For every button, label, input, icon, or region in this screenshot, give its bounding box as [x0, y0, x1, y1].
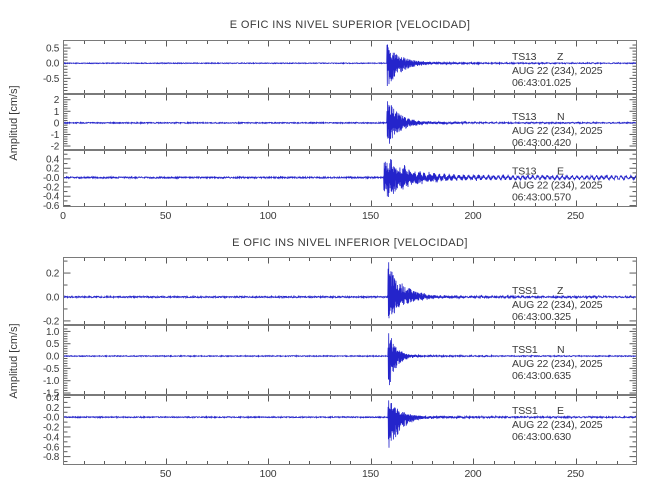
- component-label: N: [557, 344, 564, 356]
- y-tick-label: 2: [54, 95, 60, 106]
- axis-ticks: [64, 396, 636, 464]
- waveform-path: [64, 262, 636, 319]
- x-tick-label: 250: [567, 468, 584, 480]
- y-tick-label: -2: [51, 142, 60, 153]
- y-tick-label: 0.5: [46, 339, 60, 350]
- y-tick-label: -1.5: [43, 389, 60, 400]
- y-tick-label: -0.5: [43, 74, 60, 85]
- axis-ticks: [64, 151, 636, 207]
- y-tick-label: -1.0: [43, 376, 60, 387]
- station-label: TSS1: [512, 405, 538, 417]
- y-tick-label: 1: [54, 107, 60, 118]
- trace-plot-tss1-z: 0.2 0.0 -0.2 TSS1 Z AUG 22 (234), 202506:43:0…: [43, 257, 637, 327]
- x-tick-label: 50: [160, 468, 172, 480]
- y-tick-label: 0.0: [46, 59, 60, 70]
- component-label: E: [557, 405, 564, 417]
- station-label: TS13: [512, 51, 537, 63]
- x-tick-label: 250: [567, 210, 584, 222]
- x-axis-labels: 0 50 100 150 200 250: [60, 210, 584, 222]
- y-tick-label: 0.0: [46, 352, 60, 363]
- plot-frame: [63, 40, 637, 94]
- time-label: 06:43:00.420: [512, 137, 571, 149]
- station-label: TSS1: [512, 344, 538, 356]
- waveform-path: [64, 44, 636, 87]
- time-label: 06:43:00.635: [512, 370, 571, 382]
- y-tick-label: -0.5: [43, 364, 60, 375]
- date-label: AUG 22 (234), 2025: [512, 299, 603, 311]
- station-label: TS13: [512, 166, 537, 178]
- trace-plot-tss1-n: 1.00.5 0.0-0.5-1.0 -1.5 TSS1 N AUG 22 (234), …: [43, 325, 637, 400]
- y-tick-label: 1.0: [46, 327, 60, 338]
- time-label: 06:43:00.325: [512, 311, 571, 323]
- y-tick-label: -0.0: [43, 413, 60, 424]
- y-tick-label: -0.0: [43, 173, 60, 184]
- y-tick-label: -0.4: [43, 432, 60, 443]
- trace-plot-tss1-e: 0.40.2-0.0-0.2-0.4-0.6-0.8 TSS1 E AUG 22 (2…: [43, 393, 637, 465]
- y-tick-label: 0.4: [46, 154, 60, 165]
- figure-title-inferior: E OFIC INS NIVEL INFERIOR [VELOCIDAD]: [232, 237, 468, 249]
- date-label: AUG 22 (234), 2025: [512, 358, 603, 370]
- plot-frame: [63, 150, 637, 207]
- axis-ticks: [64, 258, 636, 324]
- y-tick-label: 0.2: [46, 164, 60, 175]
- component-label: Z: [557, 51, 564, 63]
- y-tick-label: -0.2: [43, 182, 60, 193]
- date-label: AUG 22 (234), 2025: [512, 419, 603, 431]
- y-tick-label: -0.8: [43, 452, 60, 463]
- x-tick-label: 150: [362, 210, 379, 222]
- time-label: 06:43:00.570: [512, 192, 571, 204]
- y-tick-label: -0.2: [43, 423, 60, 434]
- figure-title-superior: E OFIC INS NIVEL SUPERIOR [VELOCIDAD]: [229, 19, 471, 31]
- y-tick-label: -0.2: [43, 316, 60, 327]
- waveform-path: [64, 333, 636, 386]
- plot-frame: [63, 325, 637, 395]
- component-label: Z: [557, 285, 564, 297]
- component-label: N: [557, 111, 564, 123]
- plot-frame: [63, 257, 637, 325]
- date-label: AUG 22 (234), 2025: [512, 125, 603, 137]
- x-tick-label: 0: [60, 210, 66, 222]
- y-tick-label: 0.4: [46, 393, 60, 404]
- y-tick-label: 0.2: [46, 403, 60, 414]
- x-tick-label: 50: [160, 210, 172, 222]
- y-tick-label: 0.0: [46, 292, 60, 303]
- trace-plot-ts13-n: 210-1-2 TS13 N AUG 22 (234), 202506:43:00.4…: [51, 94, 637, 153]
- waveform-path: [64, 101, 636, 144]
- y-tick-label: -1: [51, 130, 60, 141]
- x-axis-labels: 50 100 150 200 250: [160, 468, 585, 480]
- time-label: 06:43:00.630: [512, 431, 571, 443]
- y-tick-label: -0.4: [43, 192, 60, 203]
- axis-ticks: [64, 95, 636, 149]
- x-tick-label: 100: [260, 210, 277, 222]
- station-label: TSS1: [512, 285, 538, 297]
- component-label: E: [557, 166, 564, 178]
- trace-plot-ts13-e: 0.40.2-0.0-0.2-0.4-0.6 TS13 E AUG 22 (234),…: [43, 150, 637, 212]
- y-tick-label: 0: [54, 118, 60, 129]
- waveform-path: [64, 159, 636, 198]
- plot-frame: [63, 94, 637, 150]
- time-label: 06:43:01.025: [512, 77, 571, 89]
- y-tick-label: 0.2: [46, 269, 60, 280]
- y-tick-label: -0.6: [43, 201, 60, 212]
- y-tick-label: -0.6: [43, 442, 60, 453]
- axis-ticks: [64, 326, 636, 394]
- x-tick-label: 100: [260, 468, 277, 480]
- x-tick-label: 150: [362, 468, 379, 480]
- station-label: TS13: [512, 111, 537, 123]
- trace-plot-ts13-z: 0.5 0.0 -0.5 TS13 Z AUG 22 (234), 202506:43:0…: [43, 40, 637, 94]
- y-tick-label: 0.5: [46, 44, 60, 55]
- waveform-path: [64, 400, 636, 448]
- date-label: AUG 22 (234), 2025: [512, 180, 603, 192]
- plot-frame: [63, 395, 637, 465]
- x-tick-label: 200: [465, 210, 482, 222]
- x-tick-label: 200: [465, 468, 482, 480]
- date-label: AUG 22 (234), 2025: [512, 65, 603, 77]
